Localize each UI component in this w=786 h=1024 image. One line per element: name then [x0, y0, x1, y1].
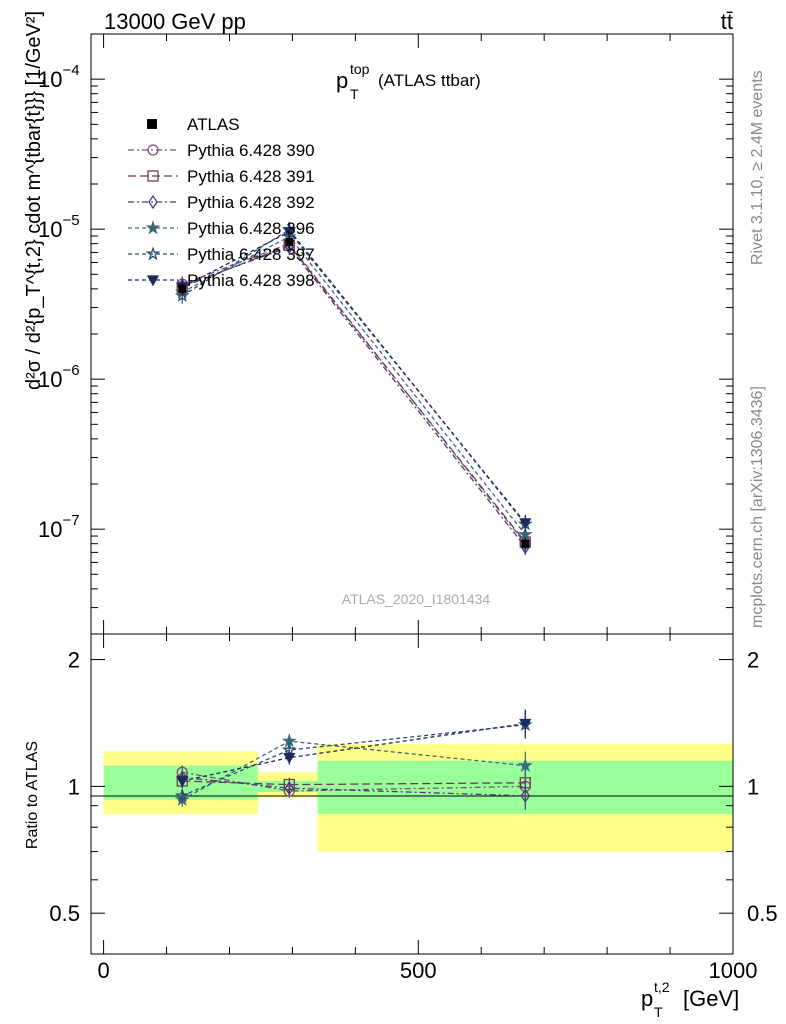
title-main: p [336, 68, 348, 93]
legend-marker [147, 144, 159, 156]
ratio-point-3 [520, 788, 531, 803]
atlas-data-layer [178, 236, 530, 550]
legend-label: ATLAS [187, 115, 240, 134]
y-tick-base: 10 [38, 217, 62, 242]
y-tick-exp: −7 [62, 512, 79, 529]
plot-title: p top T (ATLAS ttbar) [336, 61, 481, 102]
legend-marker [148, 194, 158, 210]
xlabel-sub: T [654, 1004, 663, 1020]
x-tick-label: 1000 [709, 958, 758, 983]
y-tick-exp: −6 [62, 362, 79, 379]
legend-label: Pythia 6.428 398 [187, 271, 315, 290]
legend-label: Pythia 6.428 397 [187, 245, 315, 264]
ratio-y-tick-label-right: 0.5 [747, 901, 778, 926]
y-tick-base: 10 [38, 367, 62, 392]
main-y-axis-label: d²σ / d²{p_T^{t,2} cdot m^{tbar{t}}} [1/… [23, 11, 45, 390]
data-point [285, 238, 294, 247]
legend-marker [147, 170, 159, 182]
legend-label: Pythia 6.428 392 [187, 193, 315, 212]
title-sup: top [350, 61, 370, 77]
ratio-point-6 [283, 753, 296, 764]
legend-marker [145, 220, 161, 235]
xlabel-sup: t,2 [654, 979, 670, 995]
legend-label: Pythia 6.428 390 [187, 141, 315, 160]
ratio-series-layer [174, 709, 533, 810]
process-label: tt̄ [721, 9, 733, 34]
ratio-line-5 [182, 724, 526, 797]
series-point-5 [174, 288, 190, 303]
ratio-y-tick-label: 2 [68, 648, 80, 673]
ratio-point-3 [284, 781, 295, 796]
legend-marker [145, 246, 161, 261]
ratio-y-tick-label: 0.5 [49, 901, 80, 926]
series-point-6 [283, 227, 296, 239]
main-panel: 10−410−510−610−7 p top T (ATLAS ttbar) A… [23, 11, 734, 635]
ratio-point-6 [519, 718, 532, 730]
x-tick-label: 500 [400, 958, 437, 983]
series-line-3 [182, 246, 526, 548]
beam-label: 13000 GeV pp [104, 9, 246, 34]
y-tick-label: 10−5 [38, 212, 80, 242]
ratio-point-4 [517, 757, 533, 772]
legend: ATLAS Pythia 6.428 390 Pythia 6.428 391 Pyt… [128, 115, 315, 290]
x-axis-label: p t,2 T [GeV] [641, 979, 739, 1020]
data-point [521, 539, 530, 548]
title-sub: T [350, 86, 359, 102]
y-tick-exp: −4 [62, 62, 79, 79]
legend-label: Pythia 6.428 396 [187, 219, 315, 238]
rivet-label: Rivet 3.1.10, ≥ 2.4M events [749, 70, 766, 265]
ratio-point-6 [176, 776, 189, 788]
y-tick-label: 10−6 [38, 362, 80, 392]
ratio-axes: 0.5 0.5 1 1 2 2 0 500 1000 [49, 634, 778, 983]
legend-marker [147, 119, 157, 129]
ratio-frame [90, 633, 734, 955]
source-label: mcplots.cern.ch [arXiv:1306.3436] [749, 386, 766, 628]
ratio-point-5 [174, 788, 190, 803]
main-ylabel: d²σ / d²{p_T^{t,2} cdot m^{tbar{t}}} [1/… [23, 11, 45, 390]
y-tick-base: 10 [38, 517, 62, 542]
ratio-ylabel: Ratio to ATLAS [24, 741, 41, 849]
ratio-line-2 [182, 780, 526, 786]
y-tick-exp: −5 [62, 212, 79, 229]
legend-label: Pythia 6.428 391 [187, 167, 315, 186]
main-y-axis: 10−410−510−610−7 [38, 33, 734, 635]
analysis-id-label: ATLAS_2020_I1801434 [342, 591, 491, 607]
xlabel-suffix: [GeV] [683, 986, 739, 1011]
x-tick-label: 0 [97, 958, 109, 983]
y-tick-base: 10 [38, 67, 62, 92]
y-tick-label: 10−7 [38, 512, 80, 542]
title-suffix: (ATLAS ttbar) [378, 71, 481, 90]
ratio-y-tick-label-right: 2 [747, 648, 759, 673]
ratio-y-tick-label: 1 [68, 774, 80, 799]
data-point [178, 284, 187, 293]
xlabel-main: p [641, 986, 653, 1011]
series-point-4 [517, 526, 533, 541]
ratio-y-tick-label-right: 1 [747, 774, 759, 799]
ratio-line-6 [182, 722, 526, 782]
ratio-panel: 0.5 0.5 1 1 2 2 0 500 1000 Ratio to ATLAS p t,2 … [24, 633, 778, 1020]
y-tick-label: 10−4 [38, 62, 80, 92]
uncertainty-bands [103, 744, 733, 852]
legend-marker [146, 275, 160, 287]
series-point-6 [519, 518, 532, 530]
